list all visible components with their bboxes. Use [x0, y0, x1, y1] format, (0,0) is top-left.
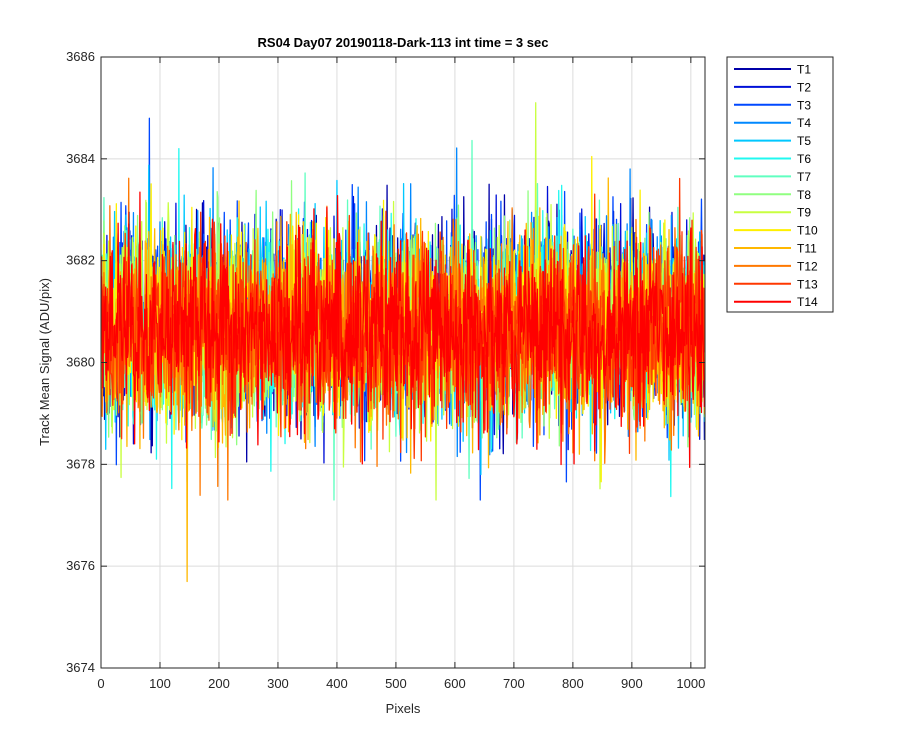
- chart-title: RS04 Day07 20190118-Dark-113 int time = …: [258, 35, 549, 50]
- x-tick-label: 600: [444, 676, 466, 691]
- legend-label-t13: T13: [797, 277, 818, 291]
- legend: T1 T2 T3 T4 T5 T6 T7 T8 T9 T10 T11 T12 T13 T14: [726, 56, 834, 313]
- x-tick-label: 400: [326, 676, 348, 691]
- x-tick-label: 1000: [676, 676, 705, 691]
- y-tick-label: 3684: [66, 151, 95, 166]
- series-line-t14: [101, 191, 705, 468]
- y-tick-label: 3674: [66, 660, 95, 675]
- x-tick-label: 100: [149, 676, 171, 691]
- y-tick-label: 3686: [66, 49, 95, 64]
- legend-label-t6: T6: [797, 152, 811, 166]
- x-tick-label: 300: [267, 676, 289, 691]
- legend-label-t11: T11: [797, 242, 817, 256]
- legend-label-t3: T3: [797, 98, 811, 112]
- y-axis-ticks: 3674 3676 3678 3680 3682 3684 3686: [66, 49, 705, 675]
- legend-label-t9: T9: [797, 206, 811, 220]
- legend-box: [726, 56, 834, 313]
- x-tick-label: 200: [208, 676, 230, 691]
- y-tick-label: 3678: [66, 456, 95, 471]
- y-tick-label: 3680: [66, 355, 95, 370]
- legend-label-t8: T8: [797, 188, 811, 202]
- legend-label-t4: T4: [797, 116, 811, 130]
- legend-label-t14: T14: [797, 295, 818, 309]
- x-axis-label: Pixels: [386, 701, 421, 716]
- legend-label-t2: T2: [797, 80, 811, 94]
- series-layer: [101, 102, 705, 583]
- x-tick-label: 900: [621, 676, 643, 691]
- legend-items: T1 T2 T3 T4 T5 T6 T7 T8 T9 T10 T11 T12 T13 T14: [734, 63, 818, 309]
- y-axis-label: Track Mean Signal (ADU/pix): [37, 278, 52, 446]
- legend-label-t5: T5: [797, 134, 811, 148]
- legend-label-t1: T1: [797, 63, 811, 77]
- x-tick-label: 800: [562, 676, 584, 691]
- x-tick-label: 700: [503, 676, 525, 691]
- x-axis-ticks: 0 100 200 300 400 500 600 700 800 900 1000: [97, 57, 705, 691]
- y-tick-label: 3682: [66, 253, 95, 268]
- x-tick-label: 0: [97, 676, 104, 691]
- legend-label-t12: T12: [797, 259, 818, 273]
- legend-label-t10: T10: [797, 224, 818, 238]
- legend-label-t7: T7: [797, 170, 811, 184]
- series-line-t13: [101, 177, 705, 462]
- series-viewport: [101, 102, 705, 583]
- x-tick-label: 500: [385, 676, 407, 691]
- plot-area: 0 100 200 300 400 500 600 700 800 900 1000 3674367…: [66, 49, 706, 691]
- y-tick-label: 3676: [66, 558, 95, 573]
